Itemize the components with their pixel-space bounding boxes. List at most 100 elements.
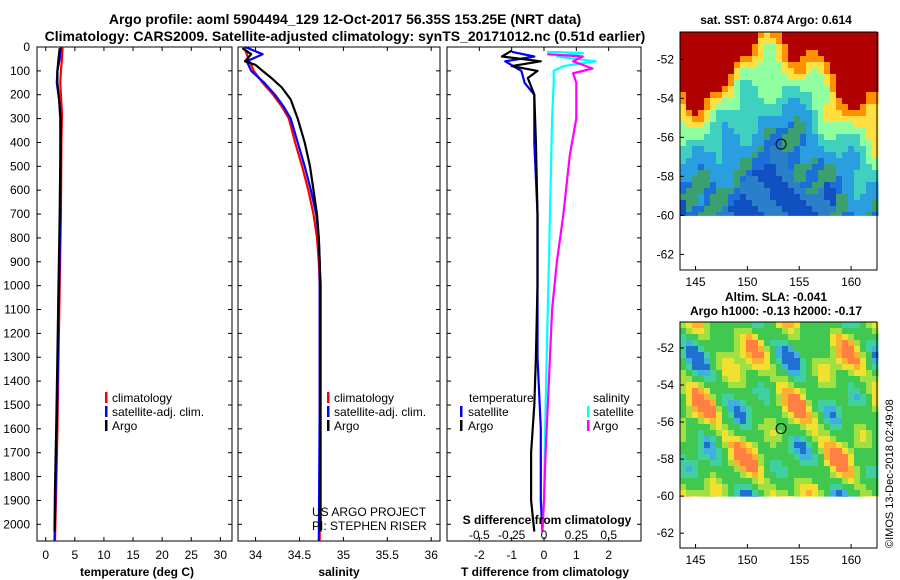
map-cell [830, 182, 837, 189]
map-cell [734, 472, 741, 479]
map-cell [728, 146, 735, 153]
map-cell [836, 358, 843, 365]
map-cell [698, 86, 705, 93]
map-cell [710, 140, 717, 147]
map-cell [710, 110, 717, 117]
map-cell [680, 158, 687, 165]
map-cell [710, 340, 717, 347]
map-cell [734, 448, 741, 455]
map-cell [806, 382, 813, 389]
map-cell [770, 358, 777, 365]
map-cell [818, 32, 825, 39]
map-cell [758, 140, 765, 147]
map-cell [842, 328, 849, 335]
salinity-panel: 34 34.5 35 35.5 36 [238, 45, 440, 562]
map-cell [800, 50, 807, 57]
map-cell [830, 328, 837, 335]
map-cell [860, 200, 867, 207]
map-cell [866, 484, 873, 491]
map-cell [788, 140, 795, 147]
map-cell [788, 200, 795, 207]
map-cell [866, 334, 873, 341]
map-cell [722, 346, 729, 353]
map-cell [860, 140, 867, 147]
map-cell [812, 406, 819, 413]
map-cell [680, 478, 687, 485]
map-cell [686, 328, 693, 335]
map-cell [860, 352, 867, 359]
map-cell [836, 496, 843, 497]
map-cell [848, 496, 855, 497]
map-cell [800, 176, 807, 183]
map-cell [770, 454, 777, 461]
map-cell [758, 334, 765, 341]
map-cell [686, 38, 693, 45]
map-cell [686, 460, 693, 467]
map-cell [788, 334, 795, 341]
map-cell [758, 370, 765, 377]
map-cell [686, 170, 693, 177]
x-tick-label: 35.5 [376, 548, 400, 562]
map-cell [782, 200, 789, 207]
map-cell [752, 110, 759, 117]
legend-swatch-t-argo [460, 420, 463, 431]
x-tick-label: 5 [71, 548, 78, 562]
map-cell [848, 346, 855, 353]
map-cell [806, 38, 813, 45]
map-cell [680, 430, 687, 437]
map-cell [704, 466, 711, 473]
map-cell [734, 62, 741, 69]
map-cell [812, 68, 819, 75]
map-cell [800, 62, 807, 69]
map-cell [818, 340, 825, 347]
map-cell [782, 496, 789, 497]
map-cell [734, 188, 741, 195]
map-cell [842, 322, 849, 329]
map-cell [728, 454, 735, 461]
map-cell [680, 98, 687, 105]
map-cell [818, 194, 825, 201]
map-cell [776, 328, 783, 335]
map-cell [686, 32, 693, 39]
map-cell [758, 358, 765, 365]
map-cell [872, 322, 879, 329]
map-cell [800, 424, 807, 431]
map-cell [758, 442, 765, 449]
map-cell [680, 176, 687, 183]
map-cell [872, 86, 879, 93]
map-cell [710, 352, 717, 359]
map-cell [710, 38, 717, 45]
map-cell [734, 92, 741, 99]
map-cell [776, 448, 783, 455]
map-cell [830, 158, 837, 165]
map-cell [716, 448, 723, 455]
map-cell [872, 328, 879, 335]
map-cell [722, 454, 729, 461]
map-cell [764, 170, 771, 177]
map-cell [830, 394, 837, 401]
map-cell [830, 370, 837, 377]
map-cell [740, 340, 747, 347]
series-line-climatology [243, 46, 321, 541]
map-cell [770, 436, 777, 443]
map-cell [692, 164, 699, 171]
map-cell [698, 146, 705, 153]
map-cell [836, 68, 843, 75]
map-cell [710, 442, 717, 449]
map-cell [872, 152, 879, 159]
map-cell [740, 400, 747, 407]
map-cell [686, 442, 693, 449]
map-cell [806, 194, 813, 201]
map-cell [710, 436, 717, 443]
map-cell [848, 394, 855, 401]
map-cell [692, 328, 699, 335]
map-cell [716, 182, 723, 189]
map-cell [818, 188, 825, 195]
map-cell [782, 164, 789, 171]
map-cell [794, 364, 801, 371]
map-cell [854, 454, 861, 461]
map-cell [764, 436, 771, 443]
map-cell [734, 436, 741, 443]
map-cell [716, 158, 723, 165]
map-cell [836, 128, 843, 135]
